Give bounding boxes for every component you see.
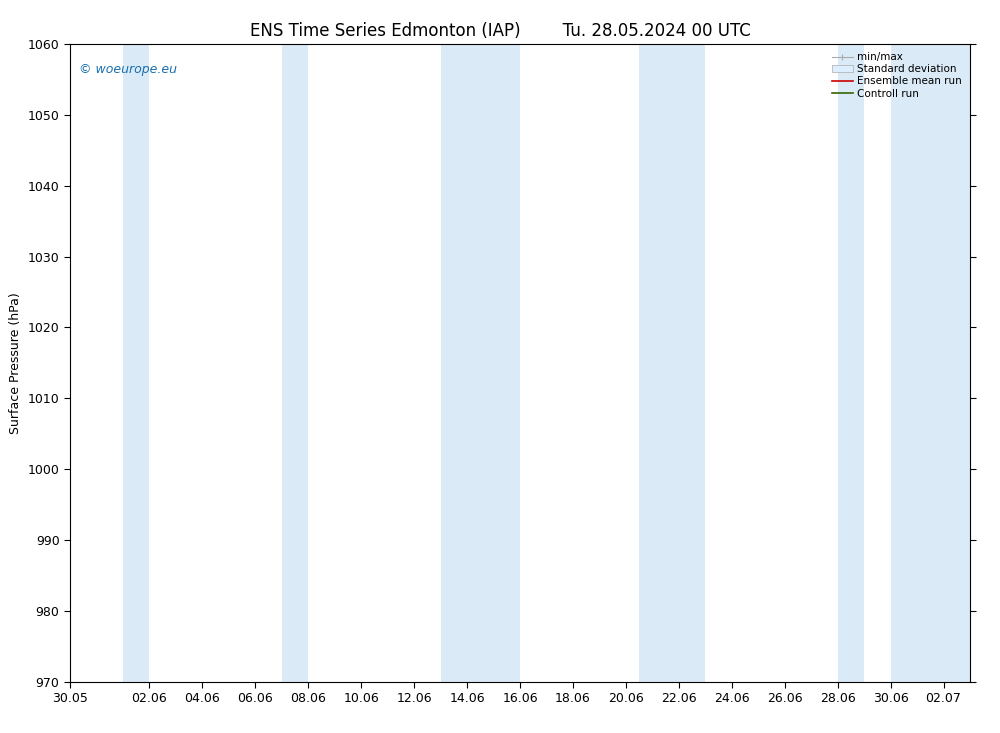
Bar: [838, 44, 864, 682]
Bar: [891, 44, 970, 682]
Bar: [441, 44, 480, 682]
Text: ENS Time Series Edmonton (IAP)        Tu. 28.05.2024 00 UTC: ENS Time Series Edmonton (IAP) Tu. 28.05…: [250, 22, 750, 40]
Bar: [679, 44, 705, 682]
Bar: [282, 44, 308, 682]
Y-axis label: Surface Pressure (hPa): Surface Pressure (hPa): [9, 292, 22, 434]
Bar: [480, 44, 520, 682]
Bar: [123, 44, 149, 682]
Legend: min/max, Standard deviation, Ensemble mean run, Controll run: min/max, Standard deviation, Ensemble me…: [829, 49, 965, 102]
Bar: [639, 44, 679, 682]
Text: © woeurope.eu: © woeurope.eu: [79, 63, 177, 76]
